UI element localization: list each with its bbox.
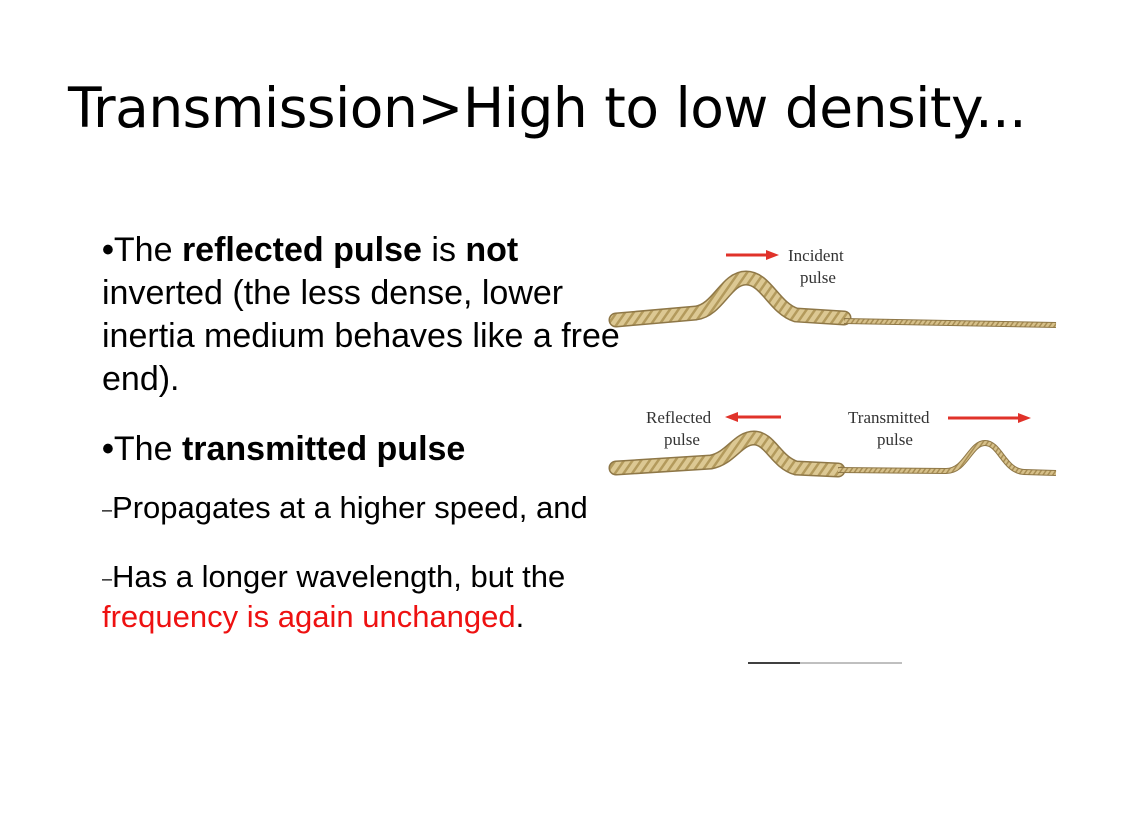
sub-bullet-speed: –Propagates at a higher speed, and: [102, 489, 622, 528]
incident-rope: [608, 270, 1057, 328]
incident-arrow: [726, 250, 779, 260]
rope-pulse-figure: Incident pulse Reflected pulse Transmitt…: [606, 240, 1066, 490]
bullet-text: is: [421, 231, 466, 269]
transmitted-label-pulse: pulse: [877, 430, 913, 449]
sub-bullet-text: Has a longer wavelength, but the: [112, 559, 566, 595]
incident-label: Incident: [788, 246, 844, 265]
bullet-bold-text: transmitted pulse: [181, 430, 466, 468]
bullet-marker: •: [102, 430, 114, 468]
transmitted-label: Transmitted: [848, 408, 930, 427]
transmitted-arrow: [948, 413, 1031, 423]
sub-bullet-marker: –: [102, 568, 113, 589]
sub-bullet-marker: –: [102, 499, 113, 520]
bullet-list: •The reflected pulse is not inverted (th…: [102, 229, 622, 635]
reflected-label-pulse: pulse: [664, 430, 700, 449]
reflected-arrow: [725, 412, 781, 422]
sub-bullet-text: Propagates at a higher speed, and: [112, 490, 588, 525]
reflected-label: Reflected: [646, 408, 712, 427]
bullet-marker: •: [102, 231, 114, 269]
bullet-bold-text: reflected pulse: [181, 231, 422, 269]
reflected-rope: [608, 430, 846, 478]
bullet-text: The: [113, 231, 182, 269]
incident-label-pulse: pulse: [800, 268, 836, 287]
bullet-transmitted-pulse: •The transmitted pulse: [102, 428, 622, 471]
sub-bullet-wavelength: –Has a longer wavelength, but the freque…: [102, 558, 622, 634]
bullet-text: inverted (the less dense, lower inertia …: [102, 274, 620, 398]
highlighted-text: frequency is again unchanged: [102, 598, 516, 634]
bullet-reflected-pulse: •The reflected pulse is not inverted (th…: [102, 229, 622, 401]
blank-underline: [748, 662, 902, 664]
bullet-bold-text: not: [465, 231, 519, 269]
slide-title: Transmission>High to low density...: [68, 76, 1027, 140]
bullet-text: The: [113, 430, 182, 468]
transmitted-rope: [837, 439, 1057, 476]
sub-bullet-text: .: [515, 598, 525, 634]
